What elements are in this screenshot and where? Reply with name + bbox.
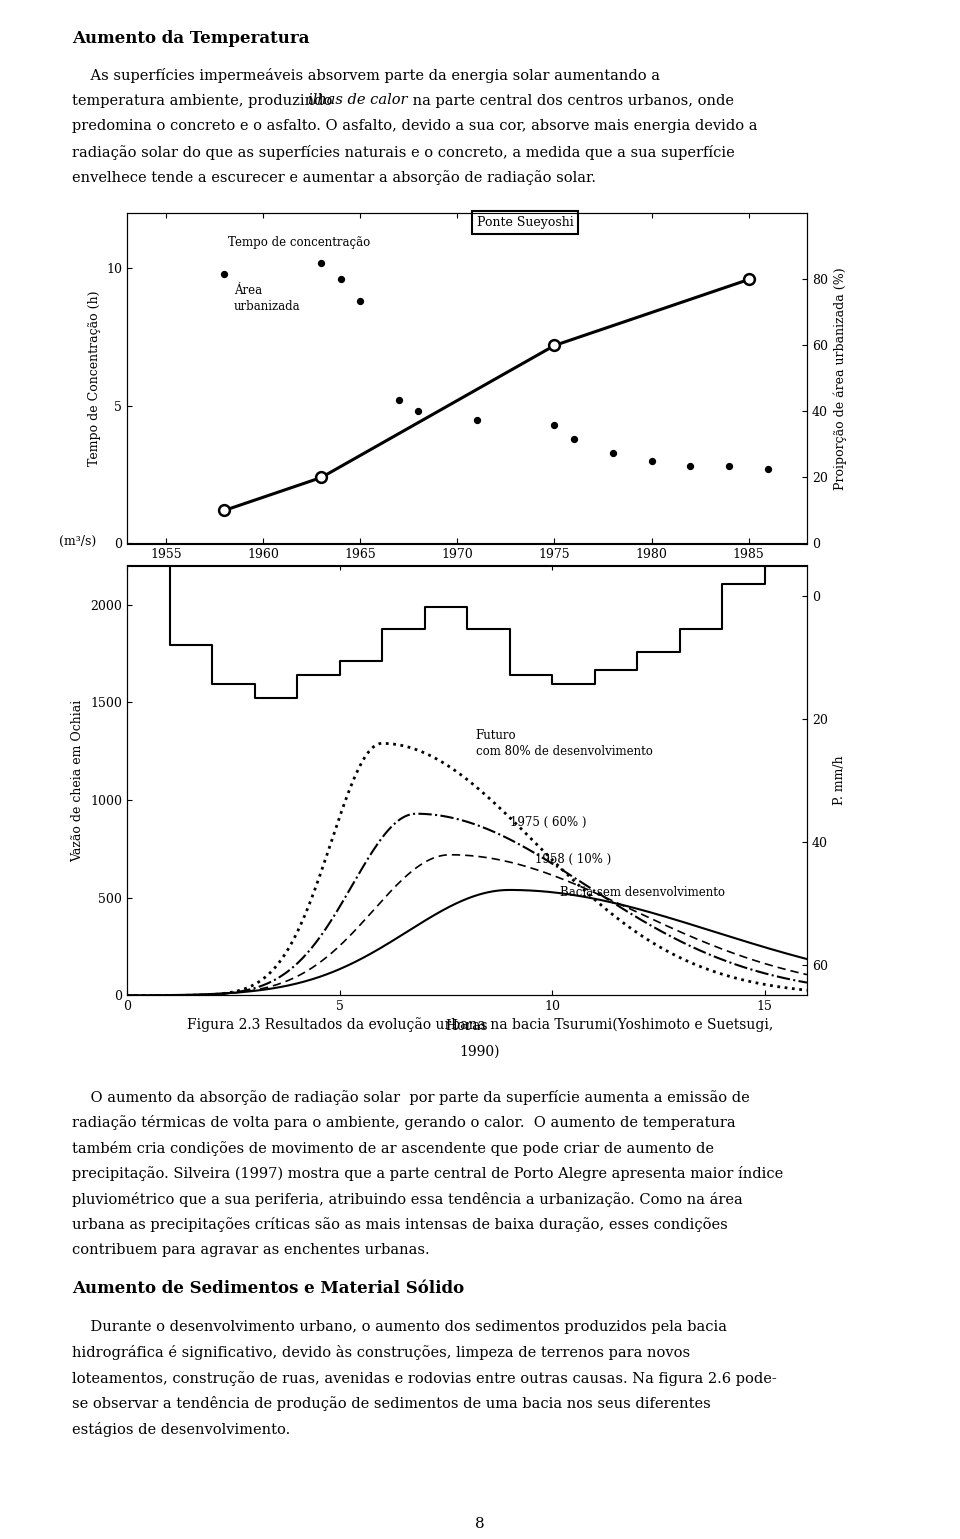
Y-axis label: Vazão de cheia em Ochiai: Vazão de cheia em Ochiai [72,699,84,862]
Text: se observar a tendência de produção de sedimentos de uma bacia nos seus diferent: se observar a tendência de produção de s… [72,1396,710,1411]
Text: radiação solar do que as superfícies naturais e o concreto, a medida que a sua s: radiação solar do que as superfícies nat… [72,145,734,160]
Text: estágios de desenvolvimento.: estágios de desenvolvimento. [72,1422,290,1437]
Point [722,454,737,479]
Point [352,289,368,314]
Text: também cria condições de movimento de ar ascendente que pode criar de aumento de: também cria condições de movimento de ar… [72,1140,714,1156]
Text: O aumento da absorção de radiação solar  por parte da superfície aumenta a emiss: O aumento da absorção de radiação solar … [72,1090,750,1105]
Y-axis label: Tempo de Concentração (h): Tempo de Concentração (h) [87,291,101,466]
Y-axis label: P. mm/h: P. mm/h [833,756,847,805]
Text: Tempo de concentração: Tempo de concentração [228,237,371,249]
Text: Área
urbanizada: Área urbanizada [234,283,300,312]
Text: ilhas de calor: ilhas de calor [308,94,407,108]
Point [216,499,231,523]
Text: Figura 2.3 Resultados da evolução urbana na bacia Tsurumi(Yoshimoto e Suetsugi,: Figura 2.3 Resultados da evolução urbana… [187,1017,773,1033]
Point [760,457,776,482]
Point [547,332,563,357]
Text: Durante o desenvolvimento urbano, o aumento dos sedimentos produzidos pela bacia: Durante o desenvolvimento urbano, o aume… [72,1320,727,1334]
Point [741,268,756,292]
Text: temperatura ambiente, produzindo: temperatura ambiente, produzindo [72,94,337,108]
Text: 1990): 1990) [460,1045,500,1059]
Point [644,449,660,474]
Y-axis label: Proiporção de área urbanizada (%): Proiporção de área urbanizada (%) [833,268,847,489]
Text: Ponte Sueyoshi: Ponte Sueyoshi [477,217,573,229]
Text: As superfícies impermeáveis absorvem parte da energia solar aumentando a: As superfícies impermeáveis absorvem par… [72,68,660,83]
Point [411,399,426,423]
Text: 1958 ( 10% ): 1958 ( 10% ) [535,853,612,865]
Point [547,412,563,437]
X-axis label: Horas: Horas [445,1019,489,1033]
Text: Bacia sem desenvolvimento: Bacia sem desenvolvimento [561,886,726,899]
Point [314,465,329,489]
Point [216,262,231,286]
Point [392,388,407,412]
Point [683,454,698,479]
Text: pluviométrico que a sua periferia, atribuindo essa tendência a urbanização. Como: pluviométrico que a sua periferia, atrib… [72,1191,743,1207]
Text: Aumento de Sedimentos e Material Sólido: Aumento de Sedimentos e Material Sólido [72,1280,464,1297]
Text: predomina o concreto e o asfalto. O asfalto, devido a sua cor, absorve mais ener: predomina o concreto e o asfalto. O asfa… [72,119,757,132]
Text: hidrográfica é significativo, devido às construções, limpeza de terrenos para no: hidrográfica é significativo, devido às … [72,1345,690,1360]
Text: envelhece tende a escurecer e aumentar a absorção de radiação solar.: envelhece tende a escurecer e aumentar a… [72,169,596,185]
Text: (m³/s): (m³/s) [59,536,96,548]
Text: contribuem para agravar as enchentes urbanas.: contribuem para agravar as enchentes urb… [72,1244,430,1257]
Point [469,408,485,432]
Text: precipitação. Silveira (1997) mostra que a parte central de Porto Alegre apresen: precipitação. Silveira (1997) mostra que… [72,1167,783,1182]
Text: Aumento da Temperatura: Aumento da Temperatura [72,29,309,48]
Text: urbana as precipitações críticas são as mais intensas de baixa duração, esses co: urbana as precipitações críticas são as … [72,1217,728,1233]
Text: loteamentos, construção de ruas, avenidas e rodovias entre outras causas. Na fig: loteamentos, construção de ruas, avenida… [72,1371,777,1385]
Point [314,251,329,275]
Point [566,426,582,451]
Text: radiação térmicas de volta para o ambiente, gerando o calor.  O aumento de tempe: radiação térmicas de volta para o ambien… [72,1116,735,1130]
Point [605,440,620,465]
Text: Futuro
com 80% de desenvolvimento: Futuro com 80% de desenvolvimento [475,729,653,759]
Text: 8: 8 [475,1517,485,1531]
Text: 1975 ( 60% ): 1975 ( 60% ) [510,816,586,828]
Point [333,268,348,292]
Text: na parte central dos centros urbanos, onde: na parte central dos centros urbanos, on… [408,94,734,108]
